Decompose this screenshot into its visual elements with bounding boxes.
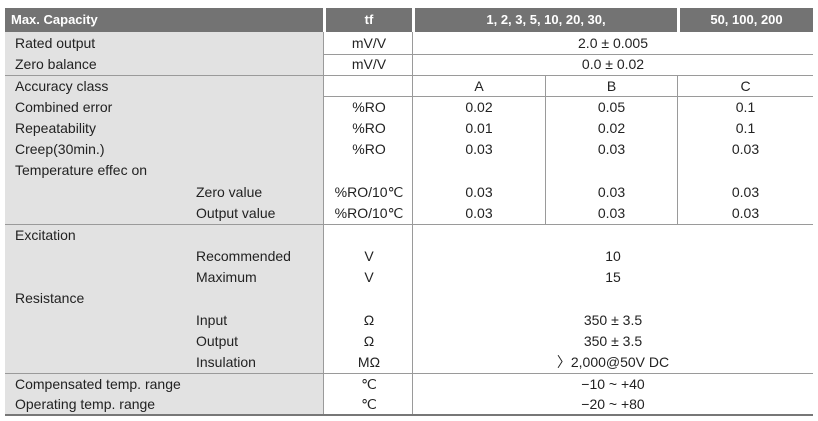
- row-unit: %RO: [352, 99, 386, 115]
- header-group1: 1, 2, 3, 5, 10, 20, 30,: [415, 8, 677, 32]
- column-divider: [323, 32, 324, 414]
- section-bg: [5, 32, 323, 75]
- row-zero-value: Zero value %RO/10℃ 0.03 0.03 0.03: [5, 182, 813, 203]
- row-creep: Creep(30min.) %RO 0.03 0.03 0.03: [5, 139, 813, 160]
- value-c: 0.03: [731, 141, 760, 157]
- row-label: Zero value: [196, 184, 263, 200]
- row-label: Rated output: [15, 35, 96, 51]
- class-a: A: [474, 78, 484, 94]
- row-repeatability: Repeatability %RO 0.01 0.02 0.1: [5, 118, 813, 139]
- row-temperature-effect: Temperature effec on: [5, 160, 813, 181]
- row-label: Maximum: [196, 269, 257, 285]
- row-resistance: Resistance: [5, 288, 813, 309]
- row-excitation: Excitation: [5, 225, 813, 246]
- row-value: 0.0 ± 0.02: [581, 56, 645, 72]
- row-label: Repeatability: [15, 120, 96, 136]
- value-a: 0.02: [465, 99, 493, 115]
- header-capacity: Max. Capacity: [5, 8, 323, 32]
- row-output-value: Output value %RO/10℃ 0.03 0.03 0.03: [5, 203, 813, 224]
- row-label: Excitation: [15, 227, 76, 243]
- row-value: 15: [605, 269, 621, 285]
- row-unit: V: [364, 248, 374, 264]
- header-divider: [412, 8, 415, 32]
- row-rated-output: Rated output mV/V 2.0 ± 0.005: [5, 33, 813, 54]
- spec-table: Max. Capacity tf 1, 2, 3, 5, 10, 20, 30,…: [5, 8, 813, 416]
- row-insulation: Insulation MΩ 〉2,000@50V DC: [5, 352, 813, 373]
- row-unit: %RO/10℃: [334, 205, 404, 221]
- class-b: B: [606, 78, 617, 94]
- row-recommended: Recommended V 10: [5, 246, 813, 267]
- value-c: 0.03: [731, 184, 760, 200]
- value-b: 0.05: [597, 99, 626, 115]
- row-unit: V: [364, 269, 374, 285]
- row-unit: MΩ: [357, 354, 381, 370]
- value-b: 0.02: [597, 120, 626, 136]
- section-bg: [5, 76, 323, 224]
- row-value: 10: [605, 248, 621, 264]
- row-combined-error: Combined error %RO 0.02 0.05 0.1: [5, 97, 813, 118]
- row-label: Recommended: [196, 248, 291, 264]
- column-divider: [677, 75, 678, 224]
- class-c: C: [740, 78, 751, 94]
- value-c: 0.1: [735, 99, 756, 115]
- value-a: 0.03: [465, 205, 493, 221]
- value-a: 0.03: [465, 141, 493, 157]
- row-label: Zero balance: [15, 56, 97, 72]
- row-unit: mV/V: [351, 35, 387, 51]
- value-c: 0.1: [735, 120, 756, 136]
- header-divider: [677, 8, 680, 32]
- row-value: 2.0 ± 0.005: [578, 35, 648, 51]
- row-unit: %RO: [352, 120, 386, 136]
- row-unit: ℃: [361, 396, 377, 412]
- row-label: Output: [196, 333, 239, 349]
- value-b: 0.03: [597, 141, 626, 157]
- row-unit: %RO/10℃: [334, 184, 404, 200]
- row-value: 350 ± 3.5: [583, 312, 643, 328]
- section-bg: [5, 225, 323, 373]
- table-bottom-rule: [5, 414, 813, 416]
- row-maximum: Maximum V 15: [5, 267, 813, 288]
- row-label: Insulation: [196, 354, 256, 370]
- column-divider: [412, 32, 413, 414]
- row-operating-temp-range: Operating temp. range ℃ −20 ~ +80: [5, 394, 813, 415]
- separator: [5, 75, 813, 76]
- row-value: −10 ~ +40: [581, 376, 645, 392]
- header-group2: 50, 100, 200: [680, 8, 813, 32]
- value-a: 0.03: [465, 184, 493, 200]
- row-unit: Ω: [363, 312, 375, 328]
- header-unit: tf: [326, 8, 412, 32]
- row-label: Creep(30min.): [15, 141, 105, 157]
- row-unit: Ω: [363, 333, 375, 349]
- row-label: Resistance: [15, 290, 85, 306]
- row-value: −20 ~ +80: [581, 396, 645, 412]
- row-label: Combined error: [15, 99, 113, 115]
- value-b: 0.03: [597, 184, 626, 200]
- value-c: 0.03: [731, 205, 760, 221]
- row-accuracy-class: Accuracy class A B C: [5, 76, 813, 97]
- row-zero-balance: Zero balance mV/V 0.0 ± 0.02: [5, 54, 813, 75]
- row-compensated-temp-range: Compensated temp. range ℃ −10 ~ +40: [5, 374, 813, 395]
- row-label: Output value: [196, 205, 276, 221]
- row-unit: ℃: [361, 376, 377, 392]
- separator: [5, 373, 813, 374]
- row-label: Temperature effec on: [15, 162, 148, 178]
- row-input: Input Ω 350 ± 3.5: [5, 310, 813, 331]
- row-label: Operating temp. range: [15, 396, 156, 412]
- separator: [323, 54, 813, 55]
- row-value: 〉2,000@50V DC: [556, 354, 670, 370]
- row-label: Compensated temp. range: [15, 376, 181, 392]
- column-divider: [545, 75, 546, 224]
- row-unit: %RO: [352, 141, 386, 157]
- row-value: 350 ± 3.5: [583, 333, 643, 349]
- row-label: Accuracy class: [15, 78, 109, 94]
- separator: [5, 224, 813, 225]
- value-b: 0.03: [597, 205, 626, 221]
- row-output: Output Ω 350 ± 3.5: [5, 331, 813, 352]
- row-label: Input: [196, 312, 228, 328]
- section-bg: [5, 374, 323, 415]
- header-divider: [323, 8, 326, 32]
- value-a: 0.01: [465, 120, 493, 136]
- row-unit: mV/V: [351, 56, 387, 72]
- separator: [323, 96, 813, 97]
